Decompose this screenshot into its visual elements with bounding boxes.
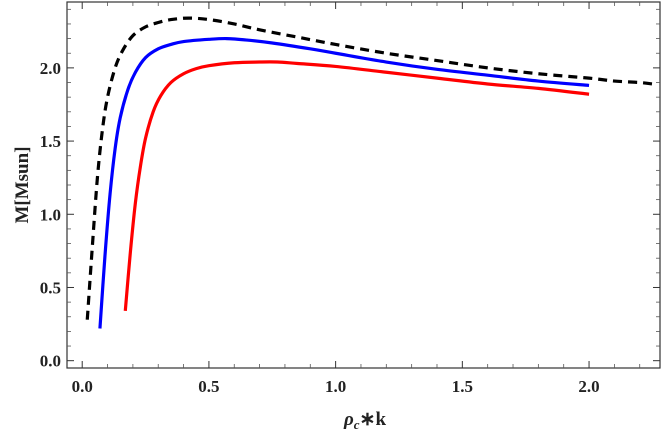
axis-ticks [67,2,660,368]
x-axis-title-sub: c [354,417,360,432]
y-tick-label: 1.5 [40,132,61,151]
y-tick-label: 0.0 [40,352,61,371]
y-tick-label: 1.0 [40,205,61,224]
series-line-1 [85,16,653,320]
series-lines [85,16,653,329]
x-axis-title-tail: ∗k [360,409,387,430]
x-tick-label: 0.0 [72,377,93,396]
x-axis-title-main: ρ [343,409,354,430]
y-tick-label: 0.5 [40,278,61,297]
y-tick-label: 2.0 [40,59,61,78]
y-axis-title: M[Msun] [12,146,33,223]
x-tick-label: 1.0 [325,377,346,396]
x-tick-label: 2.0 [578,377,599,396]
x-axis-title: ρc∗k [343,409,386,432]
series-line-3 [123,60,590,312]
x-tick-label: 1.5 [452,377,473,396]
x-tick-label: 0.5 [198,377,219,396]
tick-labels: 0.0 0.5 1.0 1.5 2.0 0.0 0.5 1.0 1.5 2.0 [40,59,600,396]
series-line-2 [98,36,590,329]
